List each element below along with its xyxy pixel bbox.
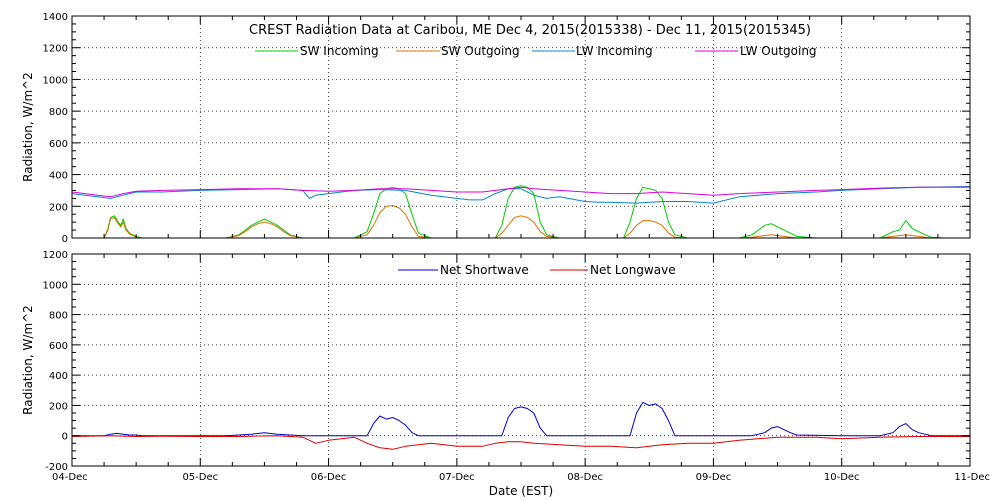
legend-net-shortwave: Net Shortwave — [440, 263, 529, 277]
legend-net-longwave: Net Longwave — [590, 263, 676, 277]
x-tick-label: 11-Dec — [954, 472, 990, 483]
x-tick-label: 05-Dec — [182, 472, 218, 483]
x-tick-label: 07-Dec — [439, 472, 475, 483]
ticks-top: 0 200 400 600 800 1000 1200 1400 — [43, 12, 971, 245]
y-tick-label-bottom: 1000 — [43, 280, 68, 291]
panel-net-radiation: -200 0 200 400 600 800 1000 1200 04-Dec 05-Dec 06-… — [21, 250, 990, 498]
y-tick-label-top: 1200 — [43, 44, 68, 55]
chart-title: CREST Radiation Data at Caribou, ME Dec … — [249, 23, 811, 38]
y-tick-label-bottom: 0 — [62, 432, 68, 443]
y-tick-label-top: 1400 — [43, 12, 68, 23]
x-tick-label: 08-Dec — [567, 472, 603, 483]
legend-lw-incoming: LW Incoming — [576, 44, 653, 58]
series-bottom — [71, 401, 970, 450]
y-tick-label-bottom: 1200 — [43, 250, 68, 261]
y-tick-label-top: 600 — [49, 139, 68, 150]
y-tick-label-top: 0 — [62, 234, 68, 245]
panel-radiation-components: 0 200 400 600 800 1000 1200 1400 CREST Radiatio… — [21, 12, 971, 245]
series-line-net-longwave — [71, 435, 970, 450]
x-tick-label: 10-Dec — [824, 472, 860, 483]
series-line-lw-incoming — [71, 186, 971, 204]
y-tick-label-bottom: 400 — [49, 371, 68, 382]
y-tick-label-top: 200 — [49, 202, 68, 213]
y-tick-label-bottom: 200 — [49, 401, 68, 412]
x-axis-title: Date (EST) — [489, 484, 553, 498]
y-tick-label-top: 1000 — [43, 75, 68, 86]
y-axis-title-bottom: Radiation, W/m^2 — [21, 305, 35, 415]
y-axis-title-top: Radiation, W/m^2 — [21, 72, 35, 182]
grid-bottom — [72, 254, 970, 466]
y-tick-label-bottom: 600 — [49, 341, 68, 352]
x-tick-label: 09-Dec — [696, 472, 732, 483]
x-tick-label: 04-Dec — [52, 472, 88, 483]
y-tick-label-bottom: 800 — [49, 311, 68, 322]
grid-top — [72, 16, 970, 238]
legend-bottom: Net Shortwave Net Longwave — [398, 263, 676, 277]
series-line-net-shortwave — [72, 401, 970, 437]
y-tick-label-top: 400 — [49, 171, 68, 182]
legend-sw-incoming: SW Incoming — [300, 44, 379, 58]
legend-top: SW Incoming SW Outgoing LW Incoming LW O… — [255, 44, 817, 58]
y-tick-label-top: 800 — [49, 107, 68, 118]
legend-sw-outgoing: SW Outgoing — [441, 44, 520, 58]
legend-lw-outgoing: LW Outgoing — [740, 44, 817, 58]
series-line-lw-outgoing — [71, 186, 970, 198]
ticks-bottom: -200 0 200 400 600 800 1000 1200 04-Dec 05-Dec 06-… — [43, 250, 990, 483]
y-tick-label-bottom: -200 — [45, 462, 68, 473]
x-tick-label: 06-Dec — [311, 472, 347, 483]
